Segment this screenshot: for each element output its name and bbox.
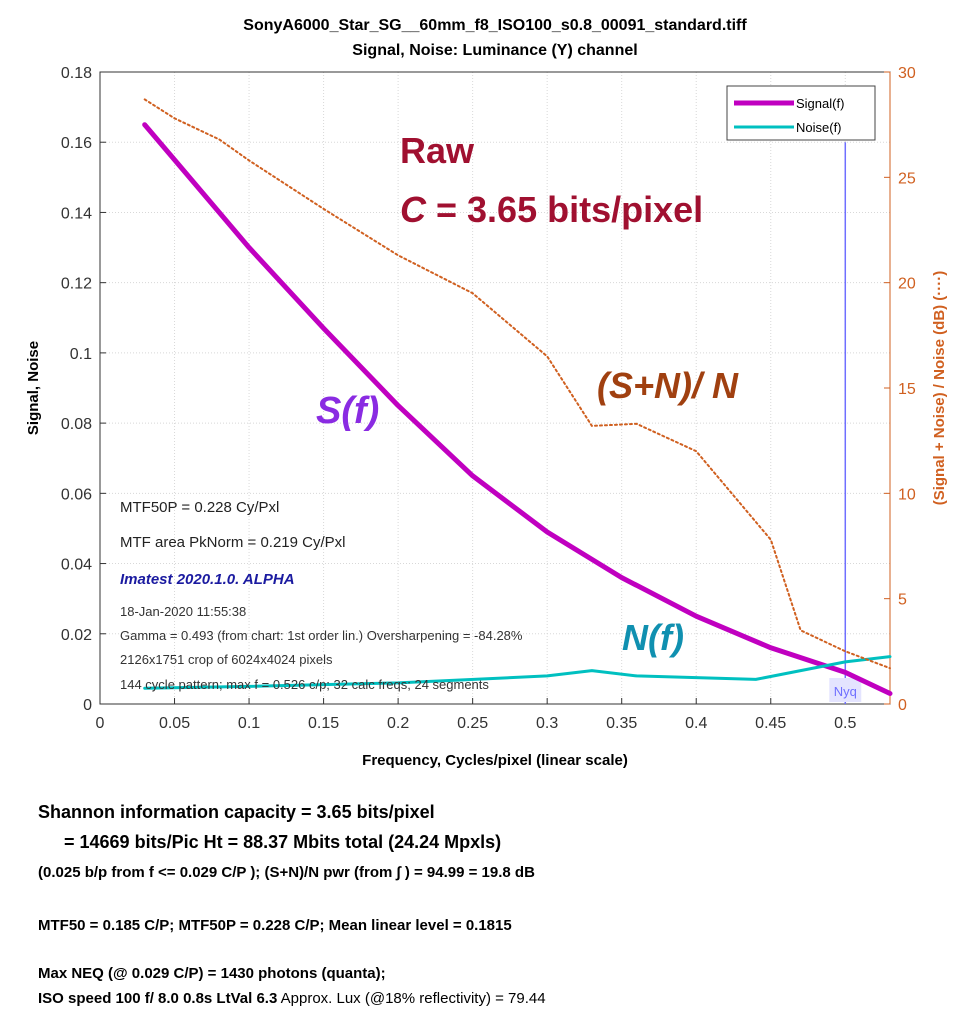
- y2-tick-label: 5: [898, 592, 907, 609]
- legend: Signal(f) Noise(f): [726, 85, 876, 141]
- noise-curve-label: N(f): [622, 617, 684, 658]
- x-tick-label: 0.05: [159, 715, 190, 732]
- signal-curve-label: S(f): [316, 390, 379, 432]
- info-mtf-area: MTF area PkNorm = 0.219 Cy/Pxl: [120, 534, 345, 551]
- capacity-annotation: C = 3.65 bits/pixel: [400, 189, 703, 230]
- x-tick-label: 0.15: [308, 715, 339, 732]
- x-axis-label: Frequency, Cycles/pixel (linear scale): [362, 752, 628, 769]
- y-axis-label: Signal, Noise: [25, 341, 42, 435]
- info-gamma: Gamma = 0.493 (from chart: 1st order lin…: [120, 628, 523, 643]
- y-tick-label: 0.02: [61, 627, 92, 644]
- y2-axis-label: (Signal + Noise) / Noise (dB) (····): [931, 271, 948, 506]
- x-tick-label: 0.4: [685, 715, 707, 732]
- x-tick-label: 0.5: [834, 715, 856, 732]
- mtf-summary-line: MTF50 = 0.185 C/P; MTF50P = 0.228 C/P; M…: [38, 917, 512, 934]
- snr-curve-label: (S+N)/ N: [597, 365, 739, 406]
- x-tick-label: 0.25: [457, 715, 488, 732]
- y-tick-label: 0.12: [61, 276, 92, 293]
- info-version: Imatest 2020.1.0. ALPHA: [120, 571, 295, 588]
- y-tick-label: 0: [83, 697, 92, 714]
- noise-curve: [143, 655, 892, 690]
- x-tick-label: 0: [96, 715, 105, 732]
- exposure-settings: ISO speed 100 f/ 8.0 0.8s LtVal 6.3: [38, 990, 278, 1007]
- lux-estimate: Approx. Lux (@18% reflectivity) = 79.44: [277, 990, 546, 1007]
- x-tick-label: 0.35: [606, 715, 637, 732]
- info-pattern: 144 cycle pattern; max f = 0.526 c/p; 32…: [120, 677, 489, 692]
- y-tick-label: 0.1: [70, 346, 92, 363]
- chart-figure: 0 0.05 0.1 0.15 0.2 0.25 0.3 0.35 0.4 0.45 0.5 00.…: [25, 17, 948, 769]
- legend-signal-label: Signal(f): [796, 96, 844, 111]
- y-tick-label: 0.08: [61, 416, 92, 433]
- y-tick-label: 0.14: [61, 205, 92, 222]
- y2-tick-label: 10: [898, 486, 916, 503]
- nyquist-label-bg: [829, 678, 862, 702]
- x-tick-label: 0.45: [755, 715, 786, 732]
- legend-box: [726, 85, 876, 141]
- y2-tick-label: 20: [898, 276, 916, 293]
- y2-tick-label: 25: [898, 170, 916, 187]
- y2-tick-label: 30: [898, 65, 916, 82]
- snr-power-line: (0.025 b/p from f <= 0.029 C/P ); (S+N)/…: [38, 864, 535, 881]
- y-axis-ticks: 0 0.02 0.04 0.06 0.08 0.1 0.12 0.14 0.16 0.18: [61, 65, 106, 714]
- y-tick-label: 0.16: [61, 135, 92, 152]
- y-tick-label: 0.06: [61, 486, 92, 503]
- y2-tick-label: 0: [898, 697, 907, 714]
- y-tick-label: 0.04: [61, 557, 92, 574]
- y-tick-label: 0.18: [61, 65, 92, 82]
- signal-curve: [142, 122, 893, 696]
- x-tick-label: 0.2: [387, 715, 409, 732]
- exposure-line: ISO speed 100 f/ 8.0 0.8s LtVal 6.3 Appr…: [38, 990, 546, 1007]
- nyquist-label: Nyq: [834, 684, 857, 699]
- legend-noise-label: Noise(f): [796, 120, 842, 135]
- max-neq-line: Max NEQ (@ 0.029 C/P) = 1430 photons (qu…: [38, 965, 386, 982]
- shannon-capacity-line: Shannon information capacity = 3.65 bits…: [38, 802, 435, 822]
- chart-title: SonyA6000_Star_SG__60mm_f8_ISO100_s0.8_0…: [243, 17, 747, 34]
- y2-tick-label: 15: [898, 381, 916, 398]
- chart-subtitle: Signal, Noise: Luminance (Y) channel: [352, 42, 637, 59]
- snr-curve: [143, 98, 891, 670]
- info-date: 18-Jan-2020 11:55:38: [120, 604, 246, 619]
- x-tick-label: 0.3: [536, 715, 558, 732]
- x-axis-ticks: 0 0.05 0.1 0.15 0.2 0.25 0.3 0.35 0.4 0.45 0.5: [96, 698, 857, 732]
- series-layer: Nyq: [142, 98, 893, 704]
- bits-per-height-line: = 14669 bits/Pic Ht = 88.37 Mbits total …: [64, 832, 502, 852]
- info-mtf50p: MTF50P = 0.228 Cy/Pxl: [120, 499, 279, 516]
- info-crop: 2126x1751 crop of 6024x4024 pixels: [120, 652, 333, 667]
- y2-axis-ticks: 0 5 10 15 20 25 30: [884, 65, 916, 714]
- x-tick-label: 0.1: [238, 715, 260, 732]
- raw-annotation: Raw: [400, 130, 475, 171]
